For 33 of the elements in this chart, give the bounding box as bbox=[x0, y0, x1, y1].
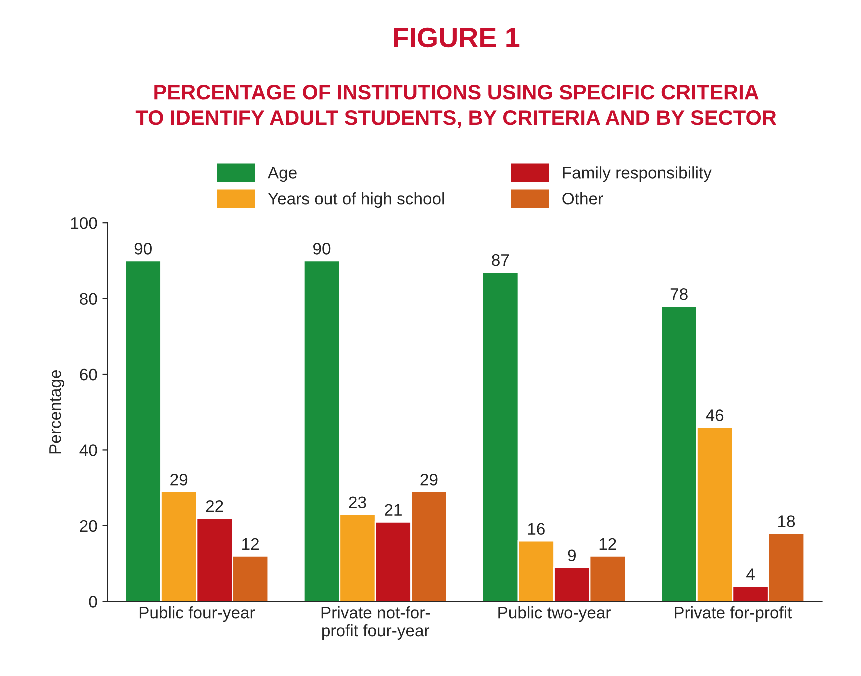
data-label: 46 bbox=[706, 410, 724, 422]
data-label: 87 bbox=[492, 254, 510, 266]
data-label: 21 bbox=[385, 504, 402, 516]
data-label: 4 bbox=[746, 568, 755, 580]
x-tick-label: Private for-profit bbox=[675, 606, 792, 622]
data-label: 29 bbox=[170, 474, 188, 486]
y-tick-label: 20 bbox=[80, 520, 98, 532]
legend-label: Age bbox=[268, 167, 297, 182]
data-label: 22 bbox=[206, 500, 224, 512]
y-tick-label: 100 bbox=[71, 217, 98, 230]
data-label: 90 bbox=[314, 243, 331, 255]
chart-title: FIGURE 1 bbox=[394, 28, 520, 48]
data-label: 90 bbox=[134, 243, 152, 255]
y-tick-label: 40 bbox=[80, 444, 98, 456]
y-tick-label: 80 bbox=[80, 293, 98, 305]
x-tick-label: Public two-year bbox=[498, 606, 611, 622]
data-label: 23 bbox=[349, 496, 366, 508]
x-tick-label: Public four-year bbox=[140, 606, 256, 622]
data-label: 9 bbox=[568, 550, 576, 562]
y-tick-label: 0 bbox=[89, 596, 98, 608]
data-label: 12 bbox=[242, 538, 259, 550]
legend-label: Other bbox=[562, 192, 604, 205]
y-axis-title: Percentage bbox=[50, 370, 65, 454]
data-label: 12 bbox=[600, 538, 616, 550]
y-tick-label: 60 bbox=[80, 368, 98, 381]
data-label: 78 bbox=[670, 288, 688, 300]
legend-label: Family responsibility bbox=[563, 166, 712, 182]
data-label: 16 bbox=[528, 523, 545, 535]
x-tick-label: Private not-for- profit four-year bbox=[322, 606, 430, 640]
data-label: 29 bbox=[420, 474, 438, 486]
data-label: 18 bbox=[778, 516, 796, 528]
chart-subtitle: PERCENTAGE OF INSTITUTIONS USING SPECIFIC CRITERIA TO IDENTIFY ADULT STUDENTS, BY CRITERIA AND BY SECTOR bbox=[136, 85, 777, 128]
legend-label: Years out of high school bbox=[268, 192, 444, 208]
